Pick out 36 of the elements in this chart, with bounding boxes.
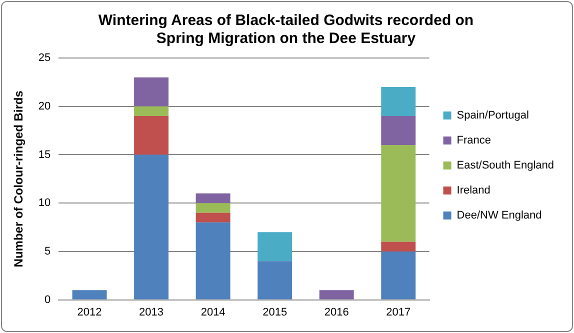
legend-label: East/South England: [456, 160, 554, 172]
x-tick-label: 2014: [200, 306, 226, 318]
y-tick-label: 5: [44, 245, 51, 258]
bar: [196, 193, 230, 204]
bar: [134, 77, 169, 106]
legend-label: France: [456, 134, 492, 147]
bar: [196, 203, 230, 213]
y-tick-label: 25: [38, 52, 51, 64]
bar: [258, 261, 292, 300]
x-tick-label: 2017: [386, 306, 411, 318]
x-tick-label: 2012: [77, 306, 102, 318]
bar: [381, 145, 416, 242]
bar: [381, 242, 416, 252]
bar: [72, 290, 107, 300]
legend-label: Spain/Portugal: [456, 110, 529, 122]
legend-label: Ireland: [456, 184, 490, 197]
y-axis-title: Number of Colour-ringed Birds: [12, 90, 26, 268]
bar: [196, 212, 230, 222]
x-tick-label: 2015: [262, 306, 288, 318]
bar: [196, 222, 230, 300]
bar: [134, 116, 169, 155]
bar: [258, 232, 292, 262]
bar: [134, 154, 169, 300]
bar: [319, 290, 354, 300]
y-tick-label: 15: [38, 148, 51, 161]
x-tick-label: 2016: [324, 306, 349, 318]
x-tick-label: 2013: [139, 306, 164, 318]
y-tick-label: 0: [44, 294, 51, 306]
chart-title: Wintering Areas of Black-tailed Godwits recorded on Spring Migration on the Dee Estuary: [98, 12, 474, 48]
bar: [134, 106, 169, 116]
y-tick-label: 10: [38, 197, 51, 210]
bar: [381, 251, 416, 300]
legend-label: Dee/NW England: [456, 210, 542, 222]
bar: [381, 87, 416, 116]
bar: [381, 116, 416, 146]
y-tick-label: 20: [38, 100, 51, 112]
